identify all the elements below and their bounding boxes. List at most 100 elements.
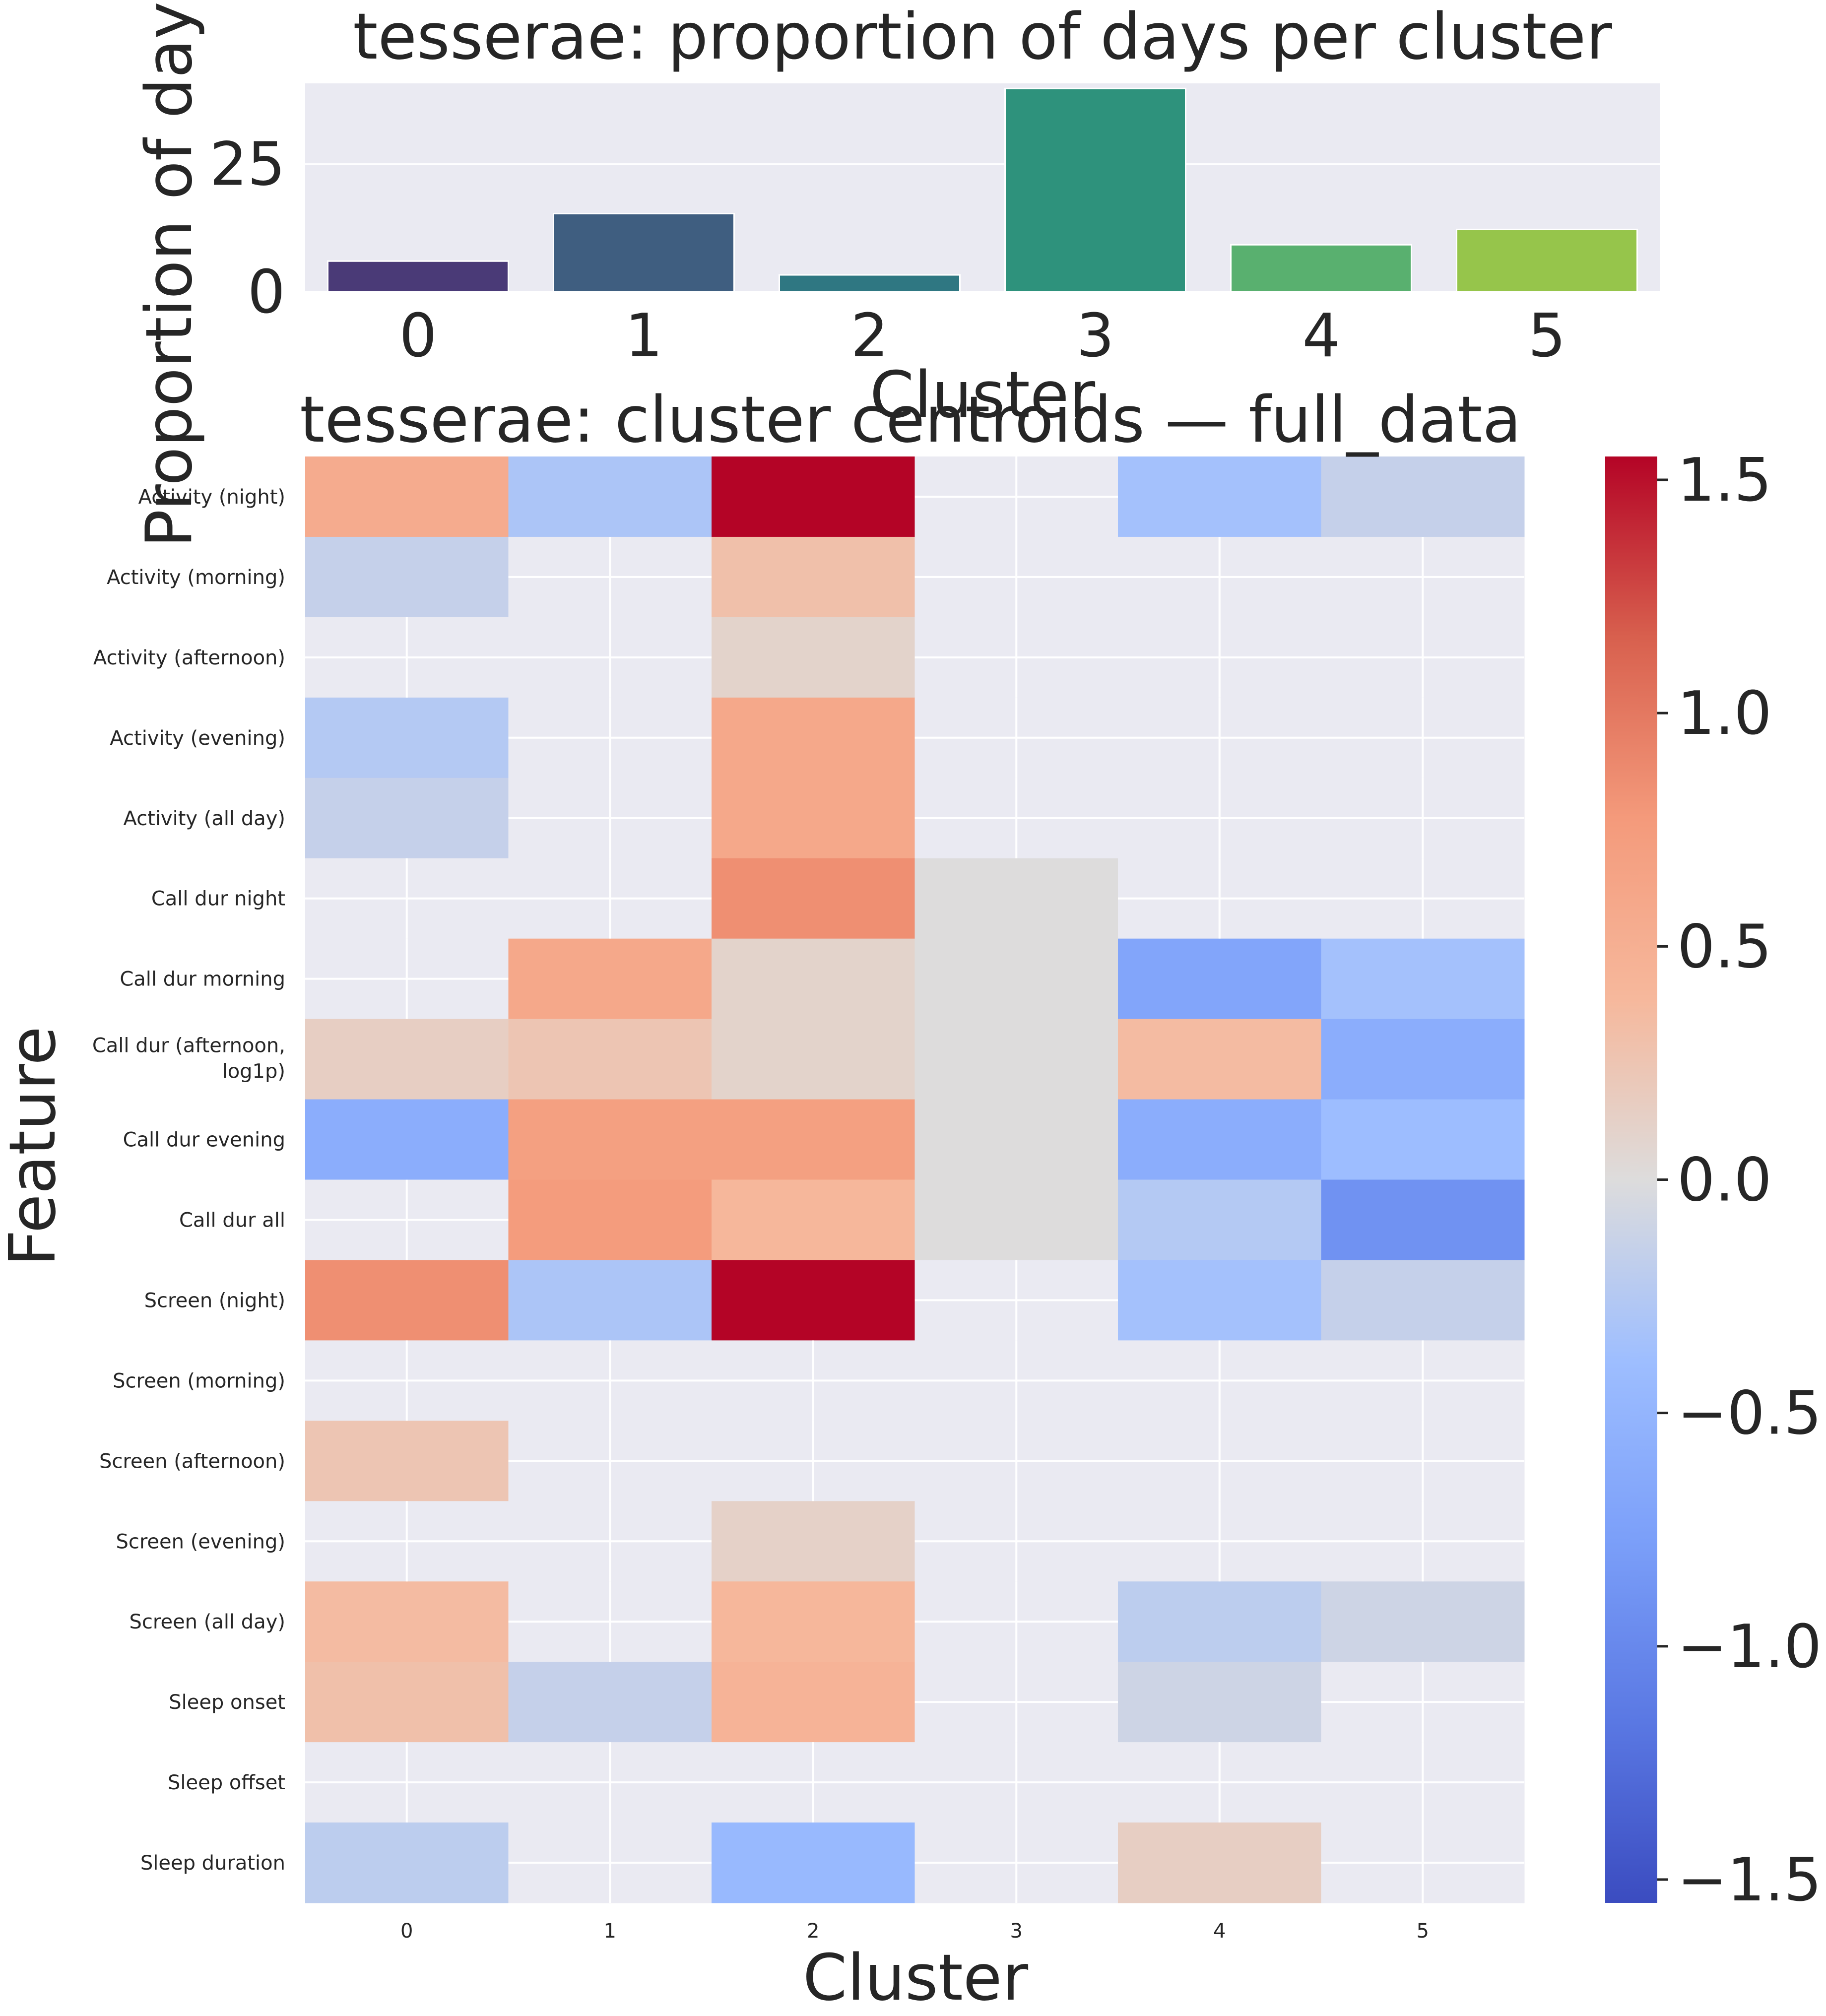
heatmap-cell bbox=[1321, 938, 1525, 1020]
bar-cluster-1 bbox=[553, 213, 735, 293]
heatmap-cell bbox=[508, 938, 712, 1020]
heatmap-cell bbox=[914, 938, 1118, 1020]
heatmap-x-axis-label: Cluster bbox=[803, 1941, 1029, 2015]
heatmap-row-label: Screen (afternoon) bbox=[99, 1450, 285, 1473]
heatmap-cell bbox=[508, 456, 712, 537]
heatmap-cell bbox=[712, 1099, 915, 1180]
heatmap-row-label: Screen (evening) bbox=[116, 1530, 285, 1553]
heatmap-cell bbox=[914, 1099, 1118, 1180]
heatmap-row-label: Activity (all day) bbox=[123, 807, 285, 830]
bar-chart: 0 25 0 1 2 3 4 5 tesserae: proportion of days … bbox=[132, 0, 1660, 548]
heatmap-column-label: 0 bbox=[400, 1920, 413, 1943]
heatmap-row-label: Sleep onset bbox=[169, 1691, 285, 1714]
heatmap-row-label: Screen (morning) bbox=[113, 1369, 285, 1392]
heatmap-row-label: Call dur all bbox=[179, 1209, 285, 1232]
colorbar-ticks: −1.5 −1.0 −0.5 0.0 0.5 1.0 1.5 bbox=[1657, 446, 1822, 1915]
heatmap-cell bbox=[712, 1501, 915, 1582]
heatmap-cell bbox=[508, 1179, 712, 1260]
colorbar-tick-label: −1.5 bbox=[1677, 1846, 1822, 1915]
heatmap-cell bbox=[1118, 456, 1321, 537]
heatmap-cell bbox=[1118, 1179, 1321, 1260]
heatmap-cell bbox=[305, 1822, 509, 1903]
heatmap-cell bbox=[712, 1019, 915, 1100]
heatmap-row-label: Sleep duration bbox=[140, 1852, 285, 1875]
heatmap-column-label: 1 bbox=[604, 1920, 616, 1943]
bar-chart-x-ticks: 0 1 2 3 4 5 bbox=[399, 302, 1565, 371]
heatmap-cell bbox=[508, 1099, 712, 1180]
heatmap-cell bbox=[712, 617, 915, 698]
heatmap-row-label: Call dur (afternoon, log1p) bbox=[92, 1035, 285, 1083]
heatmap-row-labels: Activity (night) Activity (morning) Activi… bbox=[92, 486, 285, 1875]
heatmap-cell bbox=[305, 1019, 509, 1100]
heatmap-cell bbox=[712, 1662, 915, 1743]
heatmap-cell bbox=[305, 1099, 509, 1180]
heatmap-column-label: 4 bbox=[1213, 1920, 1226, 1943]
heatmap-cell bbox=[1321, 1179, 1525, 1260]
heatmap-cells bbox=[305, 456, 1525, 1903]
heatmap-row-label: Activity (night) bbox=[138, 486, 285, 509]
heatmap-cell bbox=[712, 858, 915, 939]
colorbar-tick-label: 1.5 bbox=[1677, 446, 1772, 515]
bar-x-tick-label: 4 bbox=[1302, 302, 1340, 371]
colorbar-tick-label: 0.0 bbox=[1677, 1146, 1772, 1215]
heatmap-cell bbox=[305, 1581, 509, 1662]
bar-cluster-5 bbox=[1456, 228, 1638, 293]
colorbar: −1.5 −1.0 −0.5 0.0 0.5 1.0 1.5 bbox=[1605, 446, 1822, 1915]
bar-chart-y-axis-label: Proportion of days bbox=[132, 0, 206, 548]
heatmap-cell bbox=[305, 1662, 509, 1743]
heatmap-cell bbox=[1118, 1822, 1321, 1903]
colorbar-tick-label: −0.5 bbox=[1677, 1379, 1822, 1448]
heatmap-cell bbox=[1321, 1581, 1525, 1662]
heatmap-chart: Activity (night) Activity (morning) Activi… bbox=[0, 383, 1822, 2015]
bar-chart-title: tesserae: proportion of days per cluster bbox=[353, 0, 1612, 74]
bar-chart-plot-area bbox=[305, 83, 1660, 292]
heatmap-cell bbox=[1118, 1260, 1321, 1341]
heatmap-row-label: Activity (evening) bbox=[110, 727, 285, 750]
heatmap-cell bbox=[712, 1260, 915, 1341]
bar-x-tick-label: 1 bbox=[625, 302, 662, 371]
heatmap-cell bbox=[305, 697, 509, 779]
heatmap-cell bbox=[712, 456, 915, 537]
heatmap-row-label: Screen (all day) bbox=[130, 1611, 285, 1633]
colorbar-tick-label: 0.5 bbox=[1677, 912, 1772, 981]
heatmap-cell bbox=[508, 1019, 712, 1100]
bar-cluster-0 bbox=[327, 260, 509, 293]
heatmap-cell bbox=[1118, 938, 1321, 1020]
bar-cluster-3 bbox=[1004, 87, 1186, 293]
bar-x-tick-label: 0 bbox=[399, 302, 437, 371]
colorbar-tick-label: −1.0 bbox=[1677, 1613, 1822, 1682]
heatmap-row-label: Screen (night) bbox=[144, 1289, 285, 1312]
heatmap-row-label: Call dur evening bbox=[123, 1129, 285, 1152]
colorbar-tick-label: 1.0 bbox=[1677, 679, 1772, 748]
bar-x-tick-label: 3 bbox=[1076, 302, 1114, 371]
heatmap-cell bbox=[712, 1822, 915, 1903]
heatmap-cell bbox=[712, 536, 915, 618]
heatmap-cell bbox=[712, 778, 915, 859]
heatmap-title: tesserae: cluster centroids — full_data bbox=[300, 383, 1521, 457]
colorbar-gradient bbox=[1605, 456, 1657, 1903]
heatmap-row-label: Activity (afternoon) bbox=[93, 647, 285, 669]
heatmap-column-labels: 0 1 2 3 4 5 bbox=[400, 1920, 1429, 1943]
bar-x-tick-label: 2 bbox=[850, 302, 888, 371]
bar-y-tick-label: 25 bbox=[209, 130, 285, 199]
heatmap-row-label: Activity (morning) bbox=[107, 566, 285, 589]
bar-chart-y-ticks: 0 25 bbox=[209, 130, 285, 327]
heatmap-cell bbox=[1118, 1581, 1321, 1662]
bar-chart-gridlines bbox=[305, 163, 1660, 293]
heatmap-row-label: Call dur morning bbox=[120, 968, 285, 991]
bar-cluster-4 bbox=[1230, 244, 1412, 293]
heatmap-row-label: Call dur night bbox=[151, 888, 285, 910]
heatmap-cell bbox=[305, 456, 509, 537]
heatmap-cell bbox=[914, 858, 1118, 939]
heatmap-column-label: 2 bbox=[807, 1920, 819, 1943]
heatmap-cell bbox=[1321, 1019, 1525, 1100]
heatmap-cell bbox=[305, 1421, 509, 1501]
heatmap-cell bbox=[914, 1019, 1118, 1100]
heatmap-cell bbox=[1321, 1260, 1525, 1341]
heatmap-cell bbox=[1118, 1019, 1321, 1100]
heatmap-cell bbox=[1321, 1099, 1525, 1180]
heatmap-cell bbox=[508, 1662, 712, 1743]
bar-chart-bars bbox=[327, 87, 1638, 293]
heatmap-cell bbox=[712, 1179, 915, 1260]
